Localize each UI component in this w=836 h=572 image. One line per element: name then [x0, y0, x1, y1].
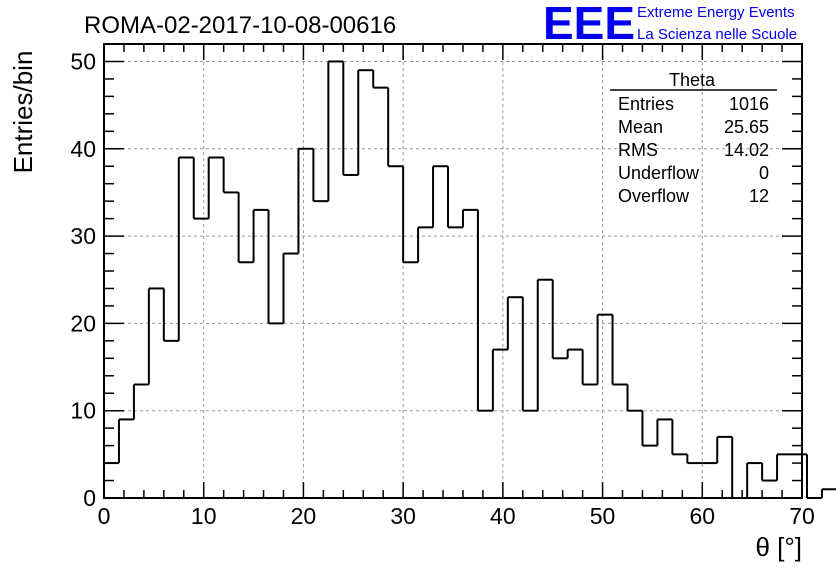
run-title: ROMA-02-2017-10-08-00616: [84, 12, 396, 39]
y-tick-label: 20: [70, 310, 96, 336]
x-tick-label: 70: [789, 503, 815, 529]
stats-box: Theta Entries 1016 Mean 25.65 RMS 14.02 …: [610, 70, 777, 206]
x-tick-label: 40: [490, 503, 516, 529]
histogram-steps: [103, 60, 836, 499]
x-tick-label: 0: [98, 503, 111, 529]
stats-value-entries: 1016: [729, 94, 769, 114]
stats-label-overflow: Overflow: [618, 186, 690, 206]
logo-line-2: La Scienza nelle Scuole: [637, 26, 797, 43]
y-tick-label: 10: [70, 398, 96, 424]
stats-label-rms: RMS: [618, 140, 658, 160]
x-tick-label: 10: [191, 503, 217, 529]
stats-value-rms: 14.02: [724, 140, 769, 160]
tick-labels: 0 10 20 30 40 50 60 70 0 10 20 30 40 50: [70, 48, 814, 529]
x-tick-label: 20: [291, 503, 317, 529]
stats-label-entries: Entries: [618, 94, 674, 114]
x-tick-label: 60: [689, 503, 715, 529]
stats-value-overflow: 12: [749, 186, 769, 206]
y-tick-label: 50: [70, 48, 96, 74]
x-tick-label: 50: [590, 503, 616, 529]
stats-value-underflow: 0: [759, 163, 769, 183]
logo-mark: EEE: [543, 0, 635, 49]
stats-label-mean: Mean: [618, 117, 663, 137]
y-axis-label: Entries/bin: [8, 51, 38, 174]
logo-line-1: Extreme Energy Events: [637, 4, 795, 21]
y-tick-label: 30: [70, 223, 96, 249]
stats-value-mean: 25.65: [724, 117, 769, 137]
plot-frame: [103, 43, 803, 499]
eee-logo: EEE Extreme Energy Events La Scienza nel…: [543, 0, 797, 49]
y-tick-label: 0: [83, 485, 96, 511]
grid-lines: [104, 44, 802, 498]
axes: [103, 43, 803, 499]
x-axis-label: θ [°]: [755, 532, 802, 562]
x-tick-label: 30: [390, 503, 416, 529]
y-tick-label: 40: [70, 136, 96, 162]
stats-box-title: Theta: [669, 70, 716, 90]
stats-label-underflow: Underflow: [618, 163, 700, 183]
